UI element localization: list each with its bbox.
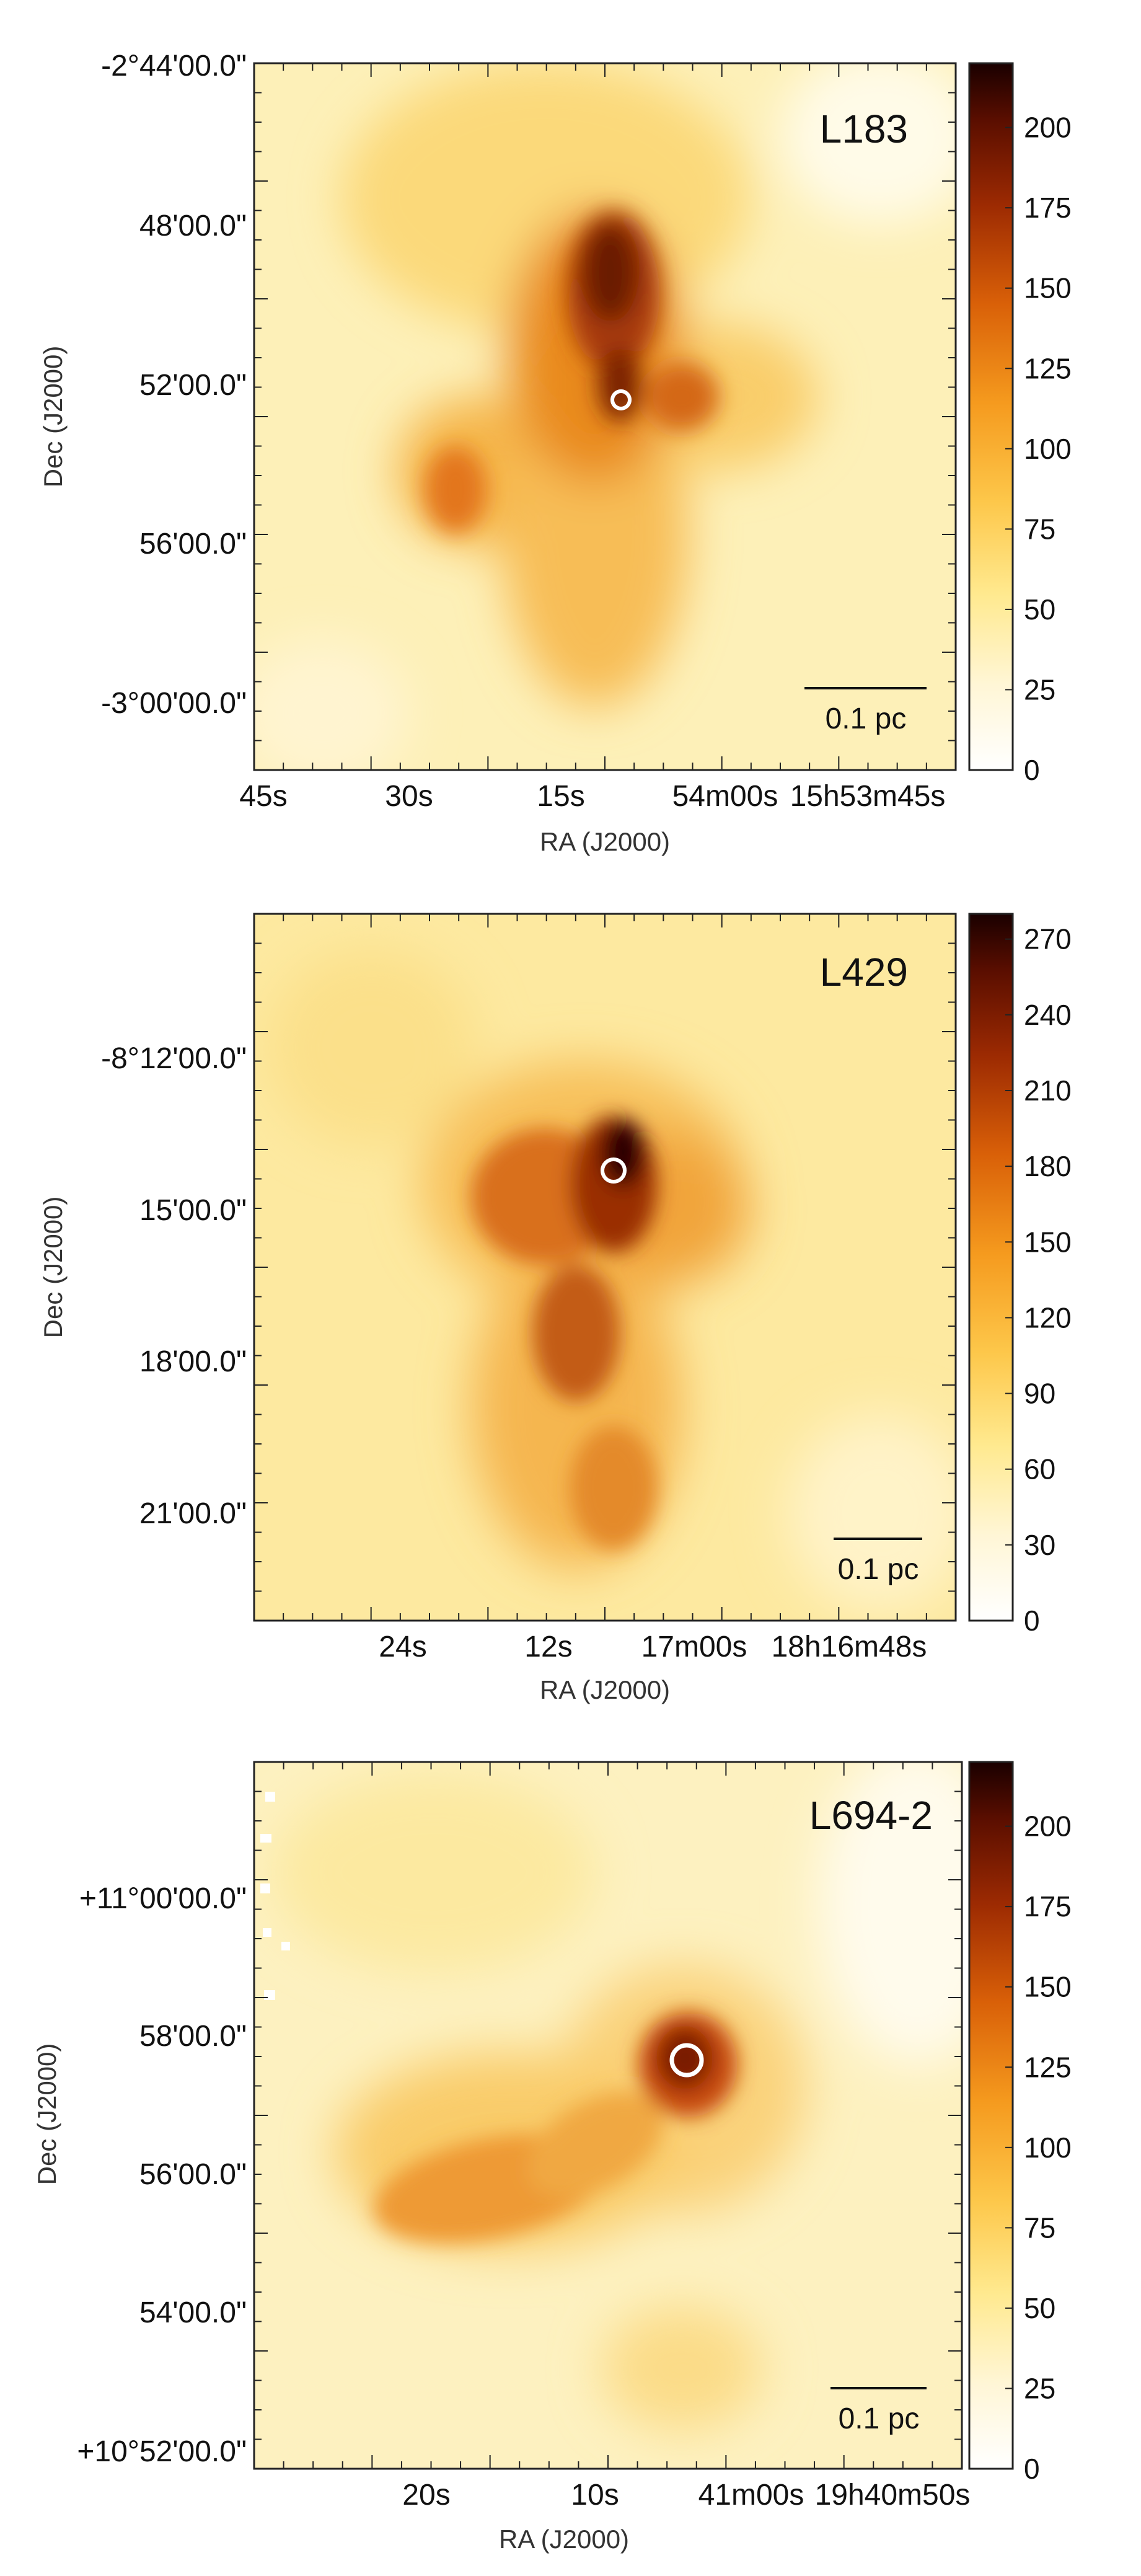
- panel-title: L694-2: [809, 1793, 933, 1838]
- panel-title: L429: [820, 950, 908, 994]
- axis-ticks: [254, 914, 956, 1621]
- colorbar-tick-label: 75: [1024, 513, 1055, 545]
- panel-l694-2: L694-2 0.1 pc +11°00'00.0" 58'00.0" 56'0…: [0, 1717, 1141, 2573]
- axis-ticks: [254, 1762, 962, 2469]
- panel-l183: L183 0.1 pc -2°44'00.0" 48'00.0" 52'00.0…: [0, 0, 1141, 862]
- map-image: [254, 914, 956, 1621]
- dec-axis-label: Dec (J2000): [38, 346, 68, 488]
- dec-tick-label: 21'00.0": [139, 1497, 247, 1530]
- ra-axis-label: RA (J2000): [499, 2525, 629, 2554]
- colorbar-tick-label: 50: [1024, 2292, 1055, 2324]
- source-marker: [610, 389, 632, 410]
- source-marker: [669, 2043, 704, 2078]
- scale-bar-label: 0.1 pc: [826, 702, 907, 735]
- colorbar-tick-label: 30: [1024, 1529, 1055, 1561]
- dec-tick-label: 58'00.0": [139, 2020, 247, 2053]
- ra-axis-label: RA (J2000): [540, 827, 670, 856]
- colorbar-tick-label: 150: [1024, 1226, 1072, 1258]
- colorbar-tick-label: 25: [1024, 673, 1055, 706]
- colorbar-tick-label: 100: [1024, 2131, 1072, 2164]
- ra-tick-label: 12s: [524, 1631, 572, 1663]
- dec-tick-label: 52'00.0": [139, 369, 247, 402]
- colorbar-ticks: 0 25 50 75 100 125 150 175 200: [1005, 112, 1072, 786]
- ra-tick-label: 30s: [385, 780, 433, 813]
- ra-tick-labels: 20s 10s 41m00s 19h40m50s: [402, 2479, 970, 2512]
- colorbar-ticks: 0 30 60 90 120 150 180 210 240 270: [1005, 923, 1072, 1637]
- scale-bar-label: 0.1 pc: [839, 2402, 920, 2435]
- ra-tick-label: 10s: [571, 2479, 619, 2512]
- colorbar-tick-label: 120: [1024, 1301, 1072, 1334]
- colorbar-tick-label: 0: [1024, 1604, 1040, 1637]
- ra-tick-labels: 45s 30s 15s 54m00s 15h53m45s: [239, 780, 945, 813]
- colorbar-ticks: 0 25 50 75 100 125 150 175 200: [1005, 1810, 1072, 2485]
- map-image: [254, 63, 956, 770]
- ra-tick-labels: 24s 12s 17m00s 18h16m48s: [379, 1631, 927, 1663]
- colorbar-tick-label: 75: [1024, 2211, 1055, 2244]
- colorbar-tick-label: 150: [1024, 1971, 1072, 2003]
- scale-bar-label: 0.1 pc: [838, 1553, 919, 1586]
- colorbar-tick-label: 25: [1024, 2372, 1055, 2404]
- dec-axis-label: Dec (J2000): [38, 1197, 68, 1339]
- colorbar-tick-label: 50: [1024, 593, 1055, 626]
- ra-axis-label: RA (J2000): [540, 1675, 670, 1704]
- blank-pixels: [260, 1792, 290, 2000]
- dec-tick-label: 48'00.0": [139, 210, 247, 242]
- ra-tick-label: 15s: [537, 780, 584, 813]
- colorbar-tick-label: 240: [1024, 999, 1072, 1031]
- dec-tick-label: -3°00'00.0": [101, 687, 247, 720]
- colorbar-tick-label: 180: [1024, 1150, 1072, 1182]
- colorbar-tick-label: 90: [1024, 1378, 1055, 1410]
- map-image: [254, 1762, 962, 2469]
- colorbar-tick-label: 125: [1024, 2051, 1072, 2083]
- colorbar-tick-label: 175: [1024, 192, 1072, 224]
- ra-tick-label: 19h40m50s: [815, 2479, 971, 2512]
- ra-tick-label: 18h16m48s: [772, 1631, 927, 1663]
- source-marker: [601, 1157, 627, 1184]
- colorbar-tick-label: 175: [1024, 1890, 1072, 1923]
- colorbar: [968, 62, 1014, 771]
- ra-tick-label: 20s: [402, 2479, 450, 2512]
- dec-tick-label: +10°52'00.0": [77, 2435, 247, 2468]
- colorbar-tick-label: 270: [1024, 923, 1072, 955]
- colorbar-tick-label: 0: [1024, 754, 1040, 786]
- colorbar-tick-label: 125: [1024, 352, 1072, 384]
- dec-tick-labels: -8°12'00.0" 15'00.0" 18'00.0" 21'00.0": [101, 1042, 247, 1530]
- dec-tick-labels: +11°00'00.0" 58'00.0" 56'00.0" 54'00.0" …: [77, 1882, 247, 2468]
- ra-tick-label: 41m00s: [698, 2479, 804, 2512]
- dec-axis-label: Dec (J2000): [32, 2043, 61, 2185]
- ra-tick-label: 45s: [239, 780, 287, 813]
- dec-tick-label: +11°00'00.0": [79, 1882, 247, 1915]
- colorbar: [968, 1761, 1014, 2470]
- dec-tick-label: 18'00.0": [139, 1345, 247, 1378]
- colorbar: [968, 913, 1014, 1622]
- dec-tick-label: -2°44'00.0": [101, 50, 247, 82]
- colorbar-tick-label: 100: [1024, 433, 1072, 465]
- dec-tick-label: -8°12'00.0": [101, 1042, 247, 1075]
- ra-tick-label: 15h53m45s: [790, 780, 946, 813]
- dec-tick-label: 54'00.0": [139, 2296, 247, 2329]
- colorbar-tick-label: 150: [1024, 272, 1072, 304]
- ra-tick-label: 54m00s: [672, 780, 778, 813]
- ra-tick-label: 24s: [379, 1631, 426, 1663]
- dec-tick-label: 15'00.0": [139, 1194, 247, 1227]
- dec-tick-label: 56'00.0": [139, 528, 247, 560]
- ra-tick-label: 17m00s: [641, 1631, 747, 1663]
- colorbar-tick-label: 0: [1024, 2453, 1040, 2485]
- dec-tick-labels: -2°44'00.0" 48'00.0" 52'00.0" 56'00.0" -…: [101, 50, 247, 720]
- colorbar-tick-label: 200: [1024, 1810, 1072, 1843]
- panel-l429: L429 0.1 pc -8°12'00.0" 15'00.0" 18'00.0…: [0, 862, 1141, 1717]
- colorbar-tick-label: 200: [1024, 112, 1072, 144]
- axis-ticks: [254, 63, 956, 770]
- colorbar-tick-label: 60: [1024, 1453, 1055, 1485]
- colorbar-tick-label: 210: [1024, 1074, 1072, 1107]
- dec-tick-label: 56'00.0": [139, 2158, 247, 2191]
- panel-title: L183: [820, 107, 908, 151]
